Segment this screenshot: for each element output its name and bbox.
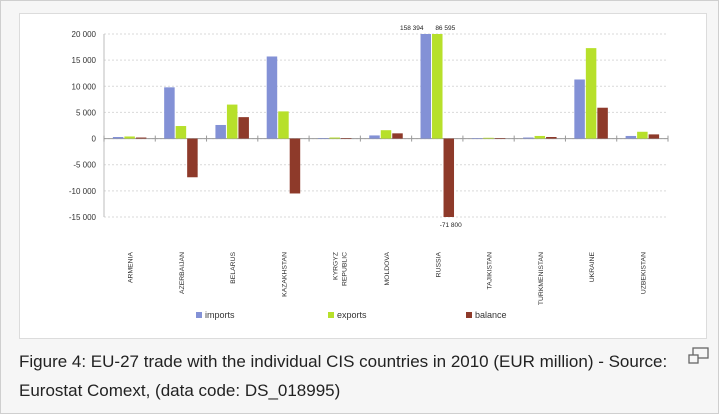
exports-bar (124, 136, 135, 139)
exports-bar (329, 137, 340, 139)
x-tick-label: BELARUS (230, 252, 237, 284)
x-tick-label: MOLDOVA (384, 252, 391, 286)
data-label: 86 595 (435, 25, 455, 32)
balance-bar (289, 138, 301, 194)
enlarge-icon[interactable] (688, 347, 710, 365)
y-tick-label: 0 (92, 135, 97, 144)
exports-bar (175, 126, 187, 139)
x-tick-label: AZERBAIJAN (179, 252, 186, 294)
exports-bar (483, 137, 494, 139)
x-tick-label: ARMENIA (128, 252, 135, 283)
exports-bar (432, 34, 443, 139)
imports-bar (215, 124, 226, 139)
x-tick-label: TAJIKISTAN (487, 252, 494, 290)
x-tick-label: KAZAKHSTAN (281, 252, 288, 297)
balance-bar (238, 117, 249, 139)
bar-chart: 20 000 15 000 10 000 5 000 0 -5 000 -10 000 -15… (69, 25, 669, 320)
imports-bar (471, 138, 483, 139)
data-label: -71 800 (440, 222, 462, 229)
imports-bar (420, 34, 432, 139)
chart-panel: 20 000 15 000 10 000 5 000 0 -5 000 -10 000 -15… (19, 13, 707, 339)
y-tick-label: -10 000 (69, 187, 97, 196)
x-tick-label: RUSSIA (435, 252, 442, 278)
exports-bar (278, 111, 289, 139)
exports-bar (226, 104, 238, 139)
figure-caption: Figure 4: EU-27 trade with the individua… (19, 352, 668, 400)
balance-bar (135, 137, 147, 139)
legend-label: imports (205, 310, 235, 320)
exports-bar (534, 135, 546, 139)
x-tick-label: REPUBLIC (342, 252, 349, 286)
balance-bar (443, 138, 455, 217)
exports-bar (637, 131, 648, 139)
balance-bar (187, 138, 198, 178)
y-tick-label: 20 000 (72, 30, 97, 39)
y-tick-label: -5 000 (73, 161, 96, 170)
y-tick-label: 5 000 (76, 108, 97, 117)
imports-bar (369, 135, 380, 139)
imports-bar (523, 137, 534, 139)
legend-swatch (328, 312, 334, 318)
imports-bar (112, 137, 124, 139)
y-tick-label: 10 000 (72, 82, 97, 91)
balance-bar (597, 107, 608, 139)
legend-swatch (196, 312, 202, 318)
imports-bar (164, 87, 175, 139)
balance-bar (648, 134, 660, 139)
imports-bar (266, 56, 278, 139)
imports-bar (574, 79, 585, 139)
balance-bar (494, 138, 506, 139)
legend-label: exports (337, 310, 367, 320)
imports-bar (317, 138, 329, 139)
exports-bar (585, 48, 597, 139)
balance-bar (546, 137, 557, 139)
exports-bar (380, 130, 392, 139)
y-tick-label: 15 000 (72, 56, 97, 65)
balance-bar (392, 133, 403, 139)
legend-label: balance (475, 310, 507, 320)
x-tick-label: TURKMENISTAN (538, 252, 545, 305)
y-tick-label: -15 000 (69, 213, 97, 222)
x-tick-label: UKRAINE (589, 252, 596, 283)
data-label: 158 394 (400, 25, 424, 32)
balance-bar (340, 138, 352, 139)
imports-bar (625, 135, 637, 139)
x-tick-label: UZBEKISTAN (640, 252, 647, 294)
x-tick-label: KYRGYZ (333, 252, 340, 280)
legend-swatch (466, 312, 472, 318)
